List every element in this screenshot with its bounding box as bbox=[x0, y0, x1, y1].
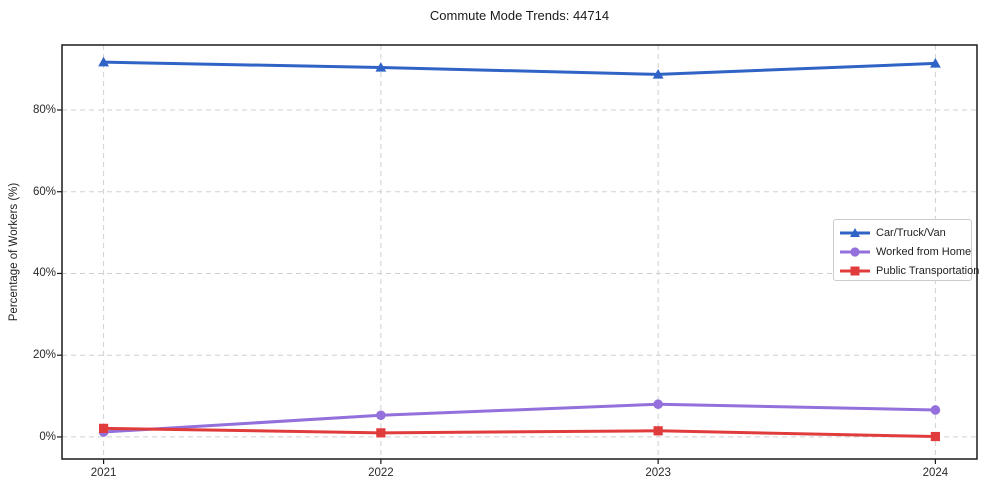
legend-label: Car/Truck/Van bbox=[876, 226, 946, 239]
legend-sample-line-square-icon bbox=[840, 266, 870, 275]
chart-title: Commute Mode Trends: 44714 bbox=[429, 8, 610, 23]
legend-sample-line-triangle-icon bbox=[840, 227, 870, 237]
axes-spines bbox=[61, 44, 978, 460]
data-point-circle bbox=[653, 399, 663, 410]
data-point-square bbox=[376, 428, 386, 438]
data-point-square bbox=[653, 426, 663, 436]
legend-item-car-truck-van: Car/Truck/Van bbox=[834, 223, 971, 242]
series-line-car-truck-van bbox=[102, 60, 937, 76]
data-point-square bbox=[98, 423, 109, 433]
legend-label: Public Transportation bbox=[876, 264, 980, 277]
x-tick-label: 2021 bbox=[90, 467, 117, 479]
x-tick-label: 2022 bbox=[368, 467, 394, 479]
y-tick-label: 20% bbox=[32, 349, 56, 362]
x-tick-label: 2024 bbox=[922, 467, 949, 479]
legend-item-worked-from-home: Worked from Home bbox=[834, 242, 971, 261]
y-axis-label: Percentage of Workers (%) bbox=[8, 182, 20, 322]
data-point-triangle bbox=[98, 56, 109, 67]
legend: Car/Truck/Van Worked from Home Public Tr… bbox=[833, 219, 979, 281]
legend-item-public-transportation: Public Transportation bbox=[834, 261, 979, 280]
y-tick-label: 40% bbox=[32, 267, 56, 280]
data-point-circle bbox=[930, 405, 941, 415]
series-line-worked-from-home bbox=[102, 402, 937, 434]
legend-label: Worked from Home bbox=[876, 245, 972, 258]
data-point-triangle bbox=[375, 62, 387, 72]
x-tick-label: 2023 bbox=[645, 467, 671, 479]
data-point-square bbox=[930, 431, 941, 442]
legend-sample-line-circle-icon bbox=[840, 246, 870, 257]
series-line-public-transportation bbox=[102, 426, 937, 439]
y-tick-label: 0% bbox=[39, 430, 56, 443]
data-point-triangle bbox=[930, 57, 941, 68]
data-point-circle bbox=[376, 410, 386, 421]
y-tick-label: 80% bbox=[32, 103, 56, 116]
data-point-triangle bbox=[652, 69, 664, 79]
y-tick-label: 60% bbox=[32, 185, 56, 198]
